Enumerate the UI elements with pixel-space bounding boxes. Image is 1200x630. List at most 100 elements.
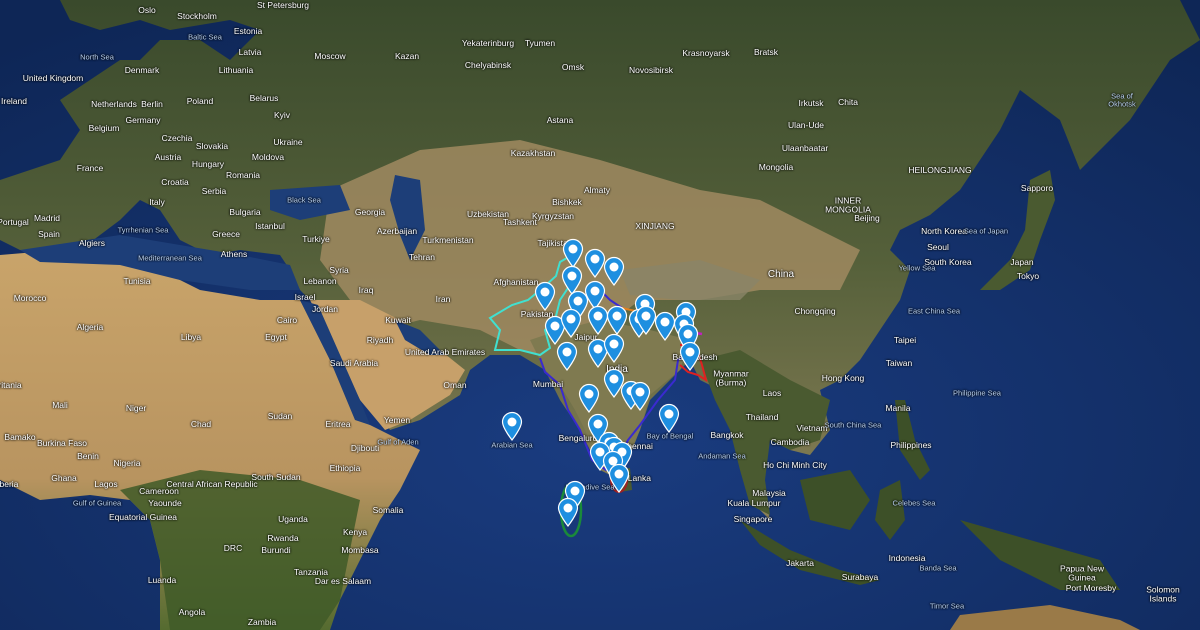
map-label-iran: Iran: [435, 293, 451, 304]
map-label-kyiv: Kyiv: [273, 109, 291, 120]
landmass-se-asia: [700, 350, 830, 515]
map-label-pakistan: Pakistan: [520, 308, 554, 319]
black-sea: [270, 185, 350, 220]
map-label-laos: Laos: [762, 387, 782, 398]
map-label-belgium: Belgium: [88, 122, 120, 133]
map-label-istanbul: Istanbul: [255, 220, 285, 231]
map-label-bamako: Bamako: [4, 431, 36, 442]
map-label-saudi: Saudi Arabia: [329, 357, 379, 368]
map-pin-icon[interactable]: [584, 248, 606, 278]
map-label-arabian-sea: Arabian Sea: [491, 440, 533, 450]
map-label-angola: Angola: [178, 606, 206, 617]
map-label-seoul: Seoul: [927, 241, 949, 252]
map-pin-icon[interactable]: [501, 411, 523, 441]
map-label-belarus: Belarus: [249, 92, 279, 103]
map-pin-icon[interactable]: [584, 280, 606, 310]
map-label-ho-chi-minh: Ho Chi Minh City: [763, 459, 827, 470]
map-label-banda: Banda Sea: [919, 563, 957, 573]
map-label-tyumen: Tyumen: [524, 37, 556, 48]
map-label-nigeria: Nigeria: [113, 457, 141, 468]
map-label-yaounde: Yaounde: [148, 497, 182, 508]
map-label-denmark: Denmark: [124, 64, 160, 75]
map-label-black-sea: Black Sea: [287, 195, 321, 205]
map-label-ethiopia: Ethiopia: [329, 462, 361, 473]
map-label-georgia: Georgia: [354, 206, 386, 217]
map-label-poland: Poland: [186, 95, 214, 106]
map-label-algiers: Algiers: [79, 237, 105, 248]
map-label-ghana: Ghana: [51, 472, 77, 483]
map-pin-icon[interactable]: [654, 311, 676, 341]
map-label-eritrea: Eritrea: [325, 418, 351, 429]
map-label-south-sudan: South Sudan: [251, 471, 301, 482]
map-label-bangkok: Bangkok: [710, 429, 744, 440]
map-label-mombasa: Mombasa: [341, 544, 379, 555]
map-pin-icon[interactable]: [658, 403, 680, 433]
map-label-solomon: Solomon Islands: [1146, 584, 1180, 603]
map-pin-icon[interactable]: [603, 256, 625, 286]
map-pin-icon[interactable]: [629, 381, 651, 411]
map-pin-icon[interactable]: [635, 305, 657, 335]
map-label-mauritania: ritania: [0, 379, 22, 390]
map-label-irkutsk: Irkutsk: [798, 97, 824, 108]
map-label-gulf-guinea: Gulf of Guinea: [72, 498, 122, 508]
map-label-tajikistan: Tajikistan: [537, 237, 573, 248]
map-label-italy: Italy: [149, 196, 165, 207]
map-label-turkiye: Turkiye: [302, 233, 330, 244]
map-label-gulf-aden: Gulf of Aden: [377, 437, 419, 447]
map-label-egypt: Egypt: [265, 331, 287, 342]
map-label-tyrrhenian: Tyrrhenian Sea: [117, 225, 169, 235]
map-label-north-korea: North Korea: [921, 225, 967, 236]
map-pin-icon[interactable]: [544, 315, 566, 345]
map-label-bratsk: Bratsk: [753, 46, 779, 57]
map-pin-icon[interactable]: [606, 305, 628, 335]
map-pin-icon[interactable]: [679, 341, 701, 371]
map-label-netherlands: Netherlands: [91, 98, 137, 109]
map-label-celebes: Celebes Sea: [892, 498, 936, 508]
map-label-east-china-sea: East China Sea: [907, 306, 961, 316]
map-label-serbia: Serbia: [201, 185, 227, 196]
map-label-burundi: Burundi: [261, 544, 291, 555]
map-pin-icon[interactable]: [562, 238, 584, 268]
map-pin-icon[interactable]: [556, 341, 578, 371]
map-label-uae: United Arab Emirates: [404, 346, 486, 357]
map-label-north-sea: North Sea: [80, 52, 114, 62]
map-label-chelyabinsk: Chelyabinsk: [464, 59, 512, 70]
map-label-lithuania: Lithuania: [218, 64, 254, 75]
map-label-drc: DRC: [223, 542, 243, 553]
map-pin-icon[interactable]: [587, 305, 609, 335]
map-label-israel: Israel: [294, 291, 316, 302]
mediterranean-sea: [20, 235, 300, 290]
map-label-niger: Niger: [125, 402, 147, 413]
map-label-tanzania: Tanzania: [293, 566, 329, 577]
map-label-yemen: Yemen: [383, 414, 411, 425]
map-label-somalia: Somalia: [372, 504, 404, 515]
map-label-benin: Benin: [77, 450, 99, 461]
map-pin-icon[interactable]: [578, 383, 600, 413]
landmass-japan: [980, 170, 1055, 290]
map-pin-icon[interactable]: [608, 463, 630, 493]
map-pin-icon[interactable]: [603, 368, 625, 398]
map-pin-icon[interactable]: [603, 333, 625, 363]
map-label-france: France: [76, 162, 104, 173]
map-label-ulaanbaatar: Ulaanbaatar: [781, 142, 829, 153]
map-label-iraq: Iraq: [358, 284, 374, 295]
map-label-philippine-sea: Philippine Sea: [953, 388, 1001, 398]
map-pin-icon[interactable]: [557, 497, 579, 527]
map-label-madrid: Madrid: [34, 212, 60, 223]
map-label-jaipur: Jaipur: [574, 331, 598, 342]
map-label-athens: Athens: [220, 248, 248, 259]
map-label-mali: Mali: [52, 399, 68, 410]
map-label-tashkent: Tashkent: [502, 216, 538, 227]
map-pin-icon[interactable]: [560, 308, 582, 338]
map-pin-icon[interactable]: [534, 281, 556, 311]
landmass-indonesia: [740, 470, 1120, 590]
map-pin-icon[interactable]: [587, 338, 609, 368]
map-label-stockholm: Stockholm: [177, 10, 217, 21]
map-label-chennai: Chennai: [621, 440, 653, 451]
map-pin-icon[interactable]: [561, 265, 583, 295]
map-label-kenya: Kenya: [342, 526, 368, 537]
map-label-kazan: Kazan: [394, 50, 420, 61]
map-label-slovakia: Slovakia: [195, 140, 229, 151]
map-label-car: Central African Republic: [166, 478, 258, 489]
